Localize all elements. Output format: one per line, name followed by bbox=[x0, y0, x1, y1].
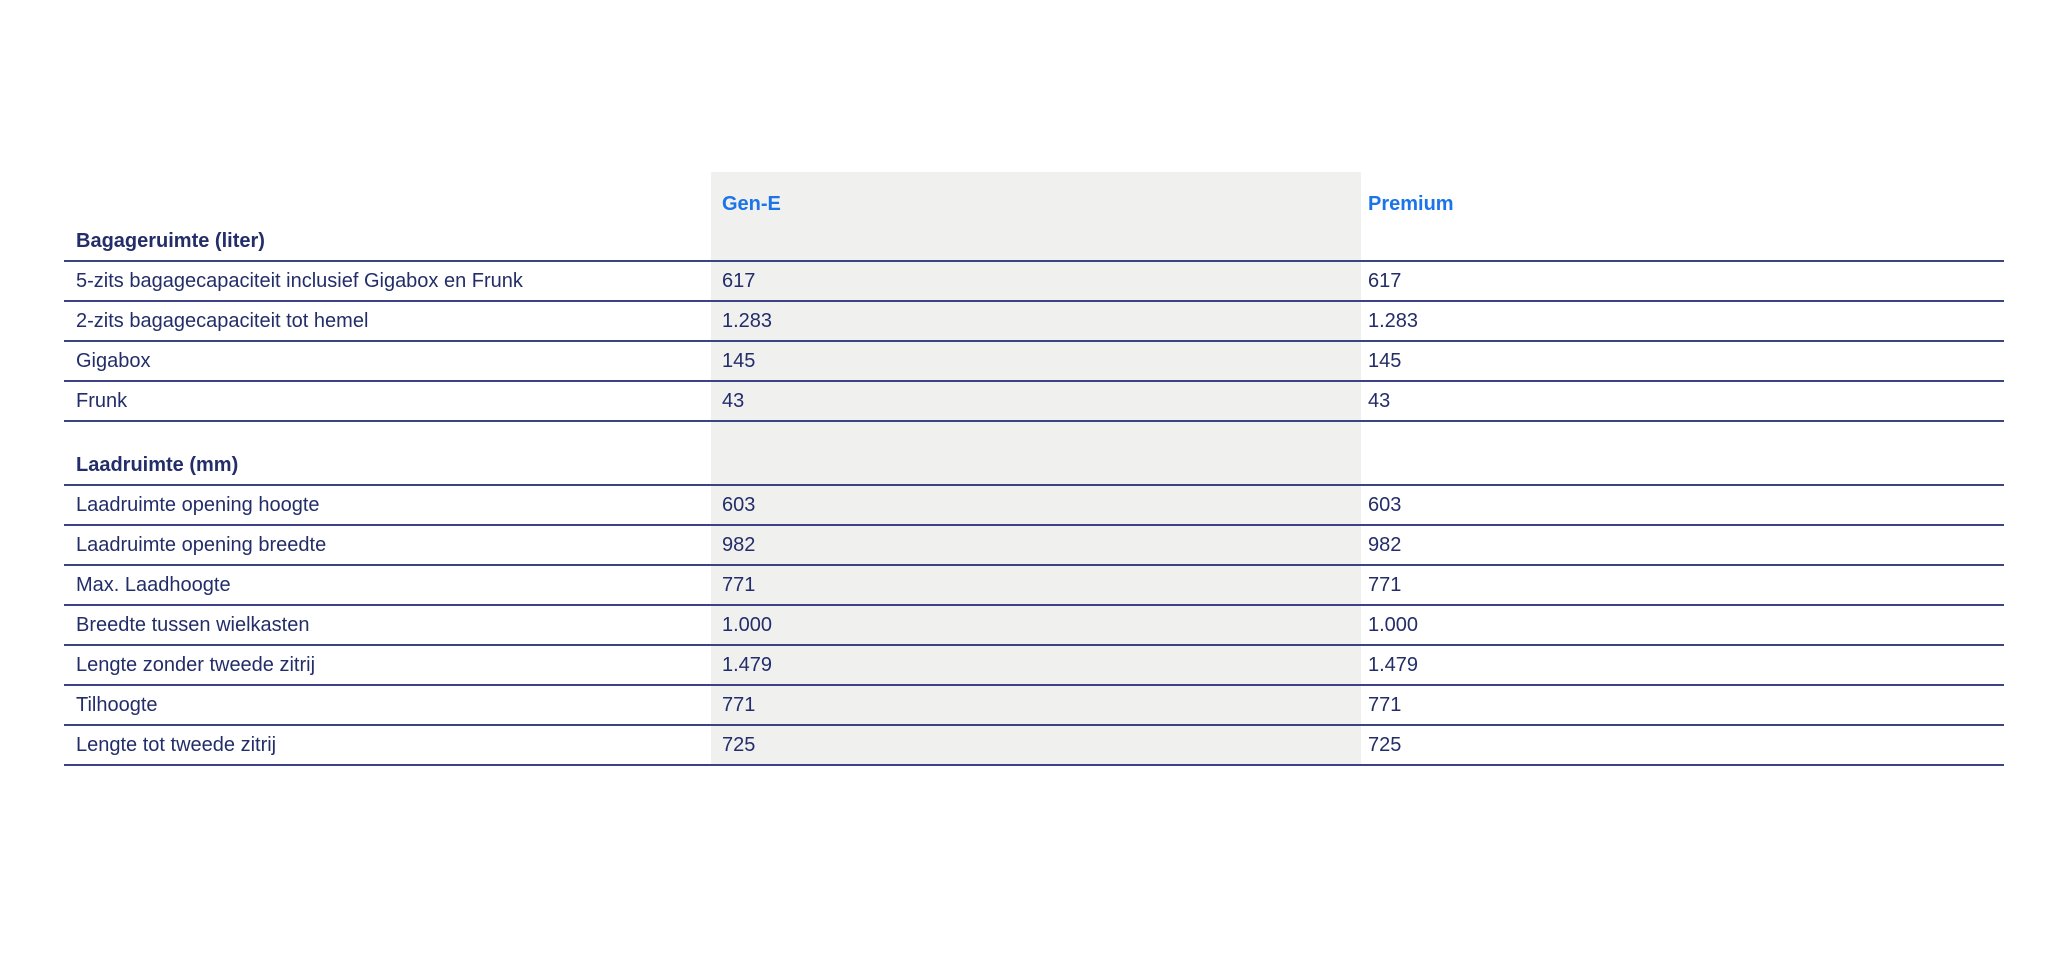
value-premium: 43 bbox=[1368, 389, 1391, 412]
row-label: 5-zits bagagecapaciteit inclusief Gigabo… bbox=[76, 269, 523, 292]
row-label: Frunk bbox=[76, 389, 128, 412]
value-gen-e: 1.000 bbox=[722, 613, 773, 636]
value-premium: 1.283 bbox=[1368, 309, 1419, 332]
value-premium: 617 bbox=[1368, 269, 1402, 292]
value-gen-e: 771 bbox=[722, 693, 756, 716]
table-row: Breedte tussen wielkasten 1.000 1.000 bbox=[64, 606, 2004, 646]
gen-e-column-background bbox=[711, 172, 1361, 766]
value-premium: 725 bbox=[1368, 733, 1402, 756]
table-row: Laadruimte opening hoogte 603 603 bbox=[64, 486, 2004, 526]
table-row: Frunk 43 43 bbox=[64, 382, 2004, 422]
row-label: Lengte tot tweede zitrij bbox=[76, 733, 277, 756]
table-row: Lengte tot tweede zitrij 725 725 bbox=[64, 726, 2004, 766]
row-label: Lengte zonder tweede zitrij bbox=[76, 653, 316, 676]
column-header-premium: Premium bbox=[1368, 193, 1454, 215]
section-title: Bagageruimte (liter) bbox=[76, 229, 265, 252]
value-gen-e: 617 bbox=[722, 269, 756, 292]
row-label: Laadruimte opening breedte bbox=[76, 533, 327, 556]
value-premium: 1.000 bbox=[1368, 613, 1419, 636]
section-spacer bbox=[64, 422, 2004, 446]
row-label: Laadruimte opening hoogte bbox=[76, 493, 320, 516]
table-row: 2-zits bagagecapaciteit tot hemel 1.283 1.… bbox=[64, 302, 2004, 342]
value-premium: 603 bbox=[1368, 493, 1402, 516]
value-gen-e: 1.283 bbox=[722, 309, 773, 332]
value-gen-e: 145 bbox=[722, 349, 756, 372]
table-row: 5-zits bagagecapaciteit inclusief Gigabo… bbox=[64, 262, 2004, 302]
value-premium: 145 bbox=[1368, 349, 1402, 372]
value-gen-e: 982 bbox=[722, 533, 756, 556]
table-header-row: Gen-E Premium bbox=[64, 172, 2004, 222]
row-label: 2-zits bagagecapaciteit tot hemel bbox=[76, 309, 369, 332]
table-row: Gigabox 145 145 bbox=[64, 342, 2004, 382]
value-premium: 771 bbox=[1368, 693, 1402, 716]
section-header-row: Bagageruimte (liter) bbox=[64, 222, 2004, 262]
table-row: Max. Laadhoogte 771 771 bbox=[64, 566, 2004, 606]
row-label: Max. Laadhoogte bbox=[76, 573, 231, 596]
value-gen-e: 603 bbox=[722, 493, 756, 516]
value-gen-e: 1.479 bbox=[722, 653, 773, 676]
row-label: Tilhoogte bbox=[76, 693, 158, 716]
value-gen-e: 43 bbox=[722, 389, 745, 412]
trim-comparison-table: Gen-E Premium Bagageruimte (liter) 5-zits… bbox=[64, 172, 2004, 766]
table-row: Lengte zonder tweede zitrij 1.479 1.479 bbox=[64, 646, 2004, 686]
value-gen-e: 771 bbox=[722, 573, 756, 596]
row-label: Gigabox bbox=[76, 349, 151, 372]
value-gen-e: 725 bbox=[722, 733, 756, 756]
column-header-gen-e: Gen-E bbox=[722, 193, 781, 215]
value-premium: 771 bbox=[1368, 573, 1402, 596]
table-row: Tilhoogte 771 771 bbox=[64, 686, 2004, 726]
table-row: Laadruimte opening breedte 982 982 bbox=[64, 526, 2004, 566]
value-premium: 982 bbox=[1368, 533, 1402, 556]
section-title: Laadruimte (mm) bbox=[76, 453, 239, 476]
section-header-row: Laadruimte (mm) bbox=[64, 446, 2004, 486]
row-label: Breedte tussen wielkasten bbox=[76, 613, 310, 636]
value-premium: 1.479 bbox=[1368, 653, 1419, 676]
table-body: Bagageruimte (liter) 5-zits bagagecapacit… bbox=[64, 222, 2004, 766]
